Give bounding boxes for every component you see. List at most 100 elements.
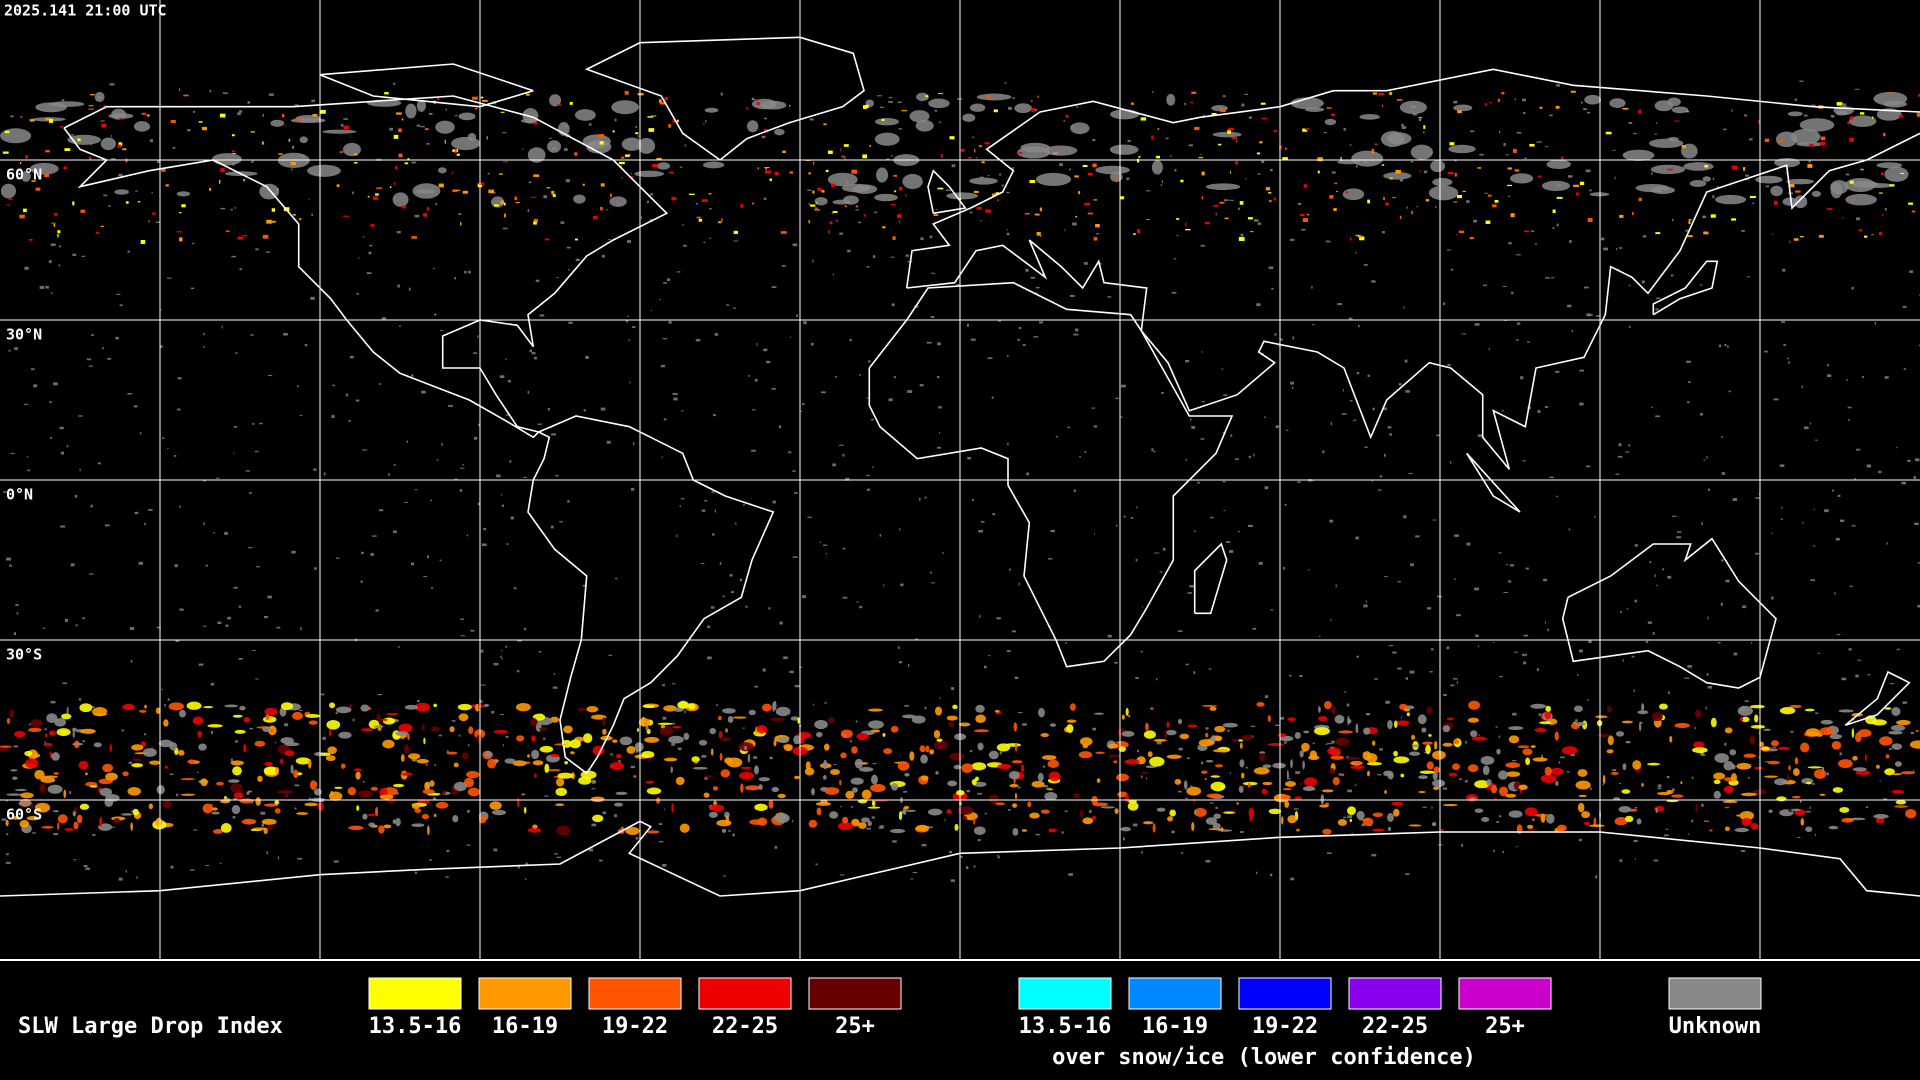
drop-speck [60, 125, 64, 128]
drop-patch [435, 801, 449, 809]
cloud-speck [1633, 133, 1637, 135]
cloud-speck [1311, 286, 1313, 289]
cloud-speck [835, 220, 838, 222]
drop-speck [35, 187, 41, 191]
drop-patch [1724, 727, 1733, 734]
drop-patch [1308, 755, 1320, 761]
cloud-speck [1289, 778, 1291, 781]
cloud-speck [1812, 545, 1816, 547]
drop-patch [422, 788, 435, 795]
drop-speck [181, 204, 186, 208]
drop-patch [851, 746, 858, 754]
cloud-speck [1408, 472, 1413, 475]
drop-patch [1012, 828, 1019, 836]
drop-patch [920, 754, 928, 764]
drop-patch [679, 823, 690, 833]
cloud-speck [971, 498, 975, 501]
snow-swatch-label: 16-19 [1142, 1014, 1208, 1039]
cloud-speck [221, 325, 223, 329]
drop-patch [804, 767, 815, 776]
drop-speck [1911, 210, 1916, 213]
drop-patch [1294, 796, 1303, 800]
cloud-speck [1075, 328, 1079, 332]
cloud-speck [1676, 531, 1682, 533]
cloud-speck [232, 815, 236, 819]
cloud-speck [1347, 815, 1353, 819]
drop-speck [252, 160, 254, 162]
drop-patch [1205, 759, 1214, 763]
legend-swatch [478, 977, 572, 1010]
drop-speck [1213, 204, 1219, 207]
drop-patch [722, 708, 736, 714]
drop-patch [961, 763, 974, 774]
drop-patch [1079, 809, 1084, 818]
drop-patch [1040, 732, 1049, 738]
cloud-speck [1577, 674, 1579, 676]
drop-patch [1522, 748, 1533, 756]
drop-patch [1284, 800, 1290, 808]
drop-patch [716, 819, 732, 827]
drop-speck [1878, 231, 1883, 235]
drop-patch [1125, 793, 1129, 803]
cloud-speck [505, 735, 509, 738]
cloud-speck [814, 207, 819, 210]
cloud-speck [1578, 838, 1582, 842]
cloud-speck [640, 216, 643, 219]
cloud-speck [248, 547, 253, 549]
drop-speck [401, 205, 406, 209]
drop-speck [1372, 92, 1377, 95]
drop-patch [72, 811, 77, 817]
drop-patch [1532, 757, 1548, 762]
cloud-speck [1751, 202, 1755, 204]
cloud-speck [1568, 175, 1573, 178]
cloud-speck [477, 502, 481, 506]
cloud-speck [522, 148, 524, 150]
cloud-speck [544, 795, 549, 797]
drop-patch [12, 815, 20, 820]
drop-patch [380, 718, 388, 721]
cloud-speck [26, 455, 29, 458]
drop-speck [2, 151, 9, 154]
cloud-speck [219, 862, 222, 865]
cloud-speck [1629, 325, 1631, 329]
cloud-speck [1399, 178, 1403, 182]
cloud-speck [1141, 775, 1143, 779]
drop-speck [898, 186, 903, 191]
cloud-speck [308, 797, 311, 800]
cloud-speck [1626, 608, 1629, 610]
drop-speck [1510, 213, 1515, 218]
drop-patch [450, 791, 458, 795]
drop-patch [1200, 761, 1204, 765]
drop-patch [816, 807, 822, 816]
cloud-speck [1556, 84, 1560, 87]
drop-patch [619, 736, 633, 746]
cloud-speck [198, 663, 204, 666]
cloud-speck [1348, 317, 1353, 320]
drop-patch [1894, 805, 1909, 808]
drop-patch [169, 742, 178, 751]
cloud-speck [1625, 451, 1630, 453]
cloud-patch [1873, 91, 1908, 106]
cloud-speck [411, 562, 415, 566]
drop-speck [1507, 167, 1512, 170]
drop-patch [1453, 739, 1460, 744]
cloud-speck [1291, 386, 1294, 389]
drop-speck [991, 193, 996, 196]
drop-patch [1210, 775, 1221, 778]
cloud-speck [1397, 667, 1402, 670]
cloud-speck [1712, 195, 1715, 199]
timestamp: 2025.141 21:00 UTC [4, 2, 167, 20]
cloud-speck [1465, 741, 1468, 744]
drop-speck [1477, 167, 1482, 169]
drop-patch [857, 822, 867, 829]
drop-patch [1888, 730, 1903, 735]
cloud-speck [525, 878, 527, 880]
drop-patch [1540, 813, 1546, 823]
drop-patch [1239, 742, 1243, 749]
cloud-speck [51, 222, 56, 224]
cloud-patch [621, 137, 643, 151]
cloud-speck [607, 239, 612, 241]
cloud-speck [1092, 139, 1096, 142]
drop-speck [1268, 192, 1272, 194]
cloud-speck [1437, 595, 1442, 598]
